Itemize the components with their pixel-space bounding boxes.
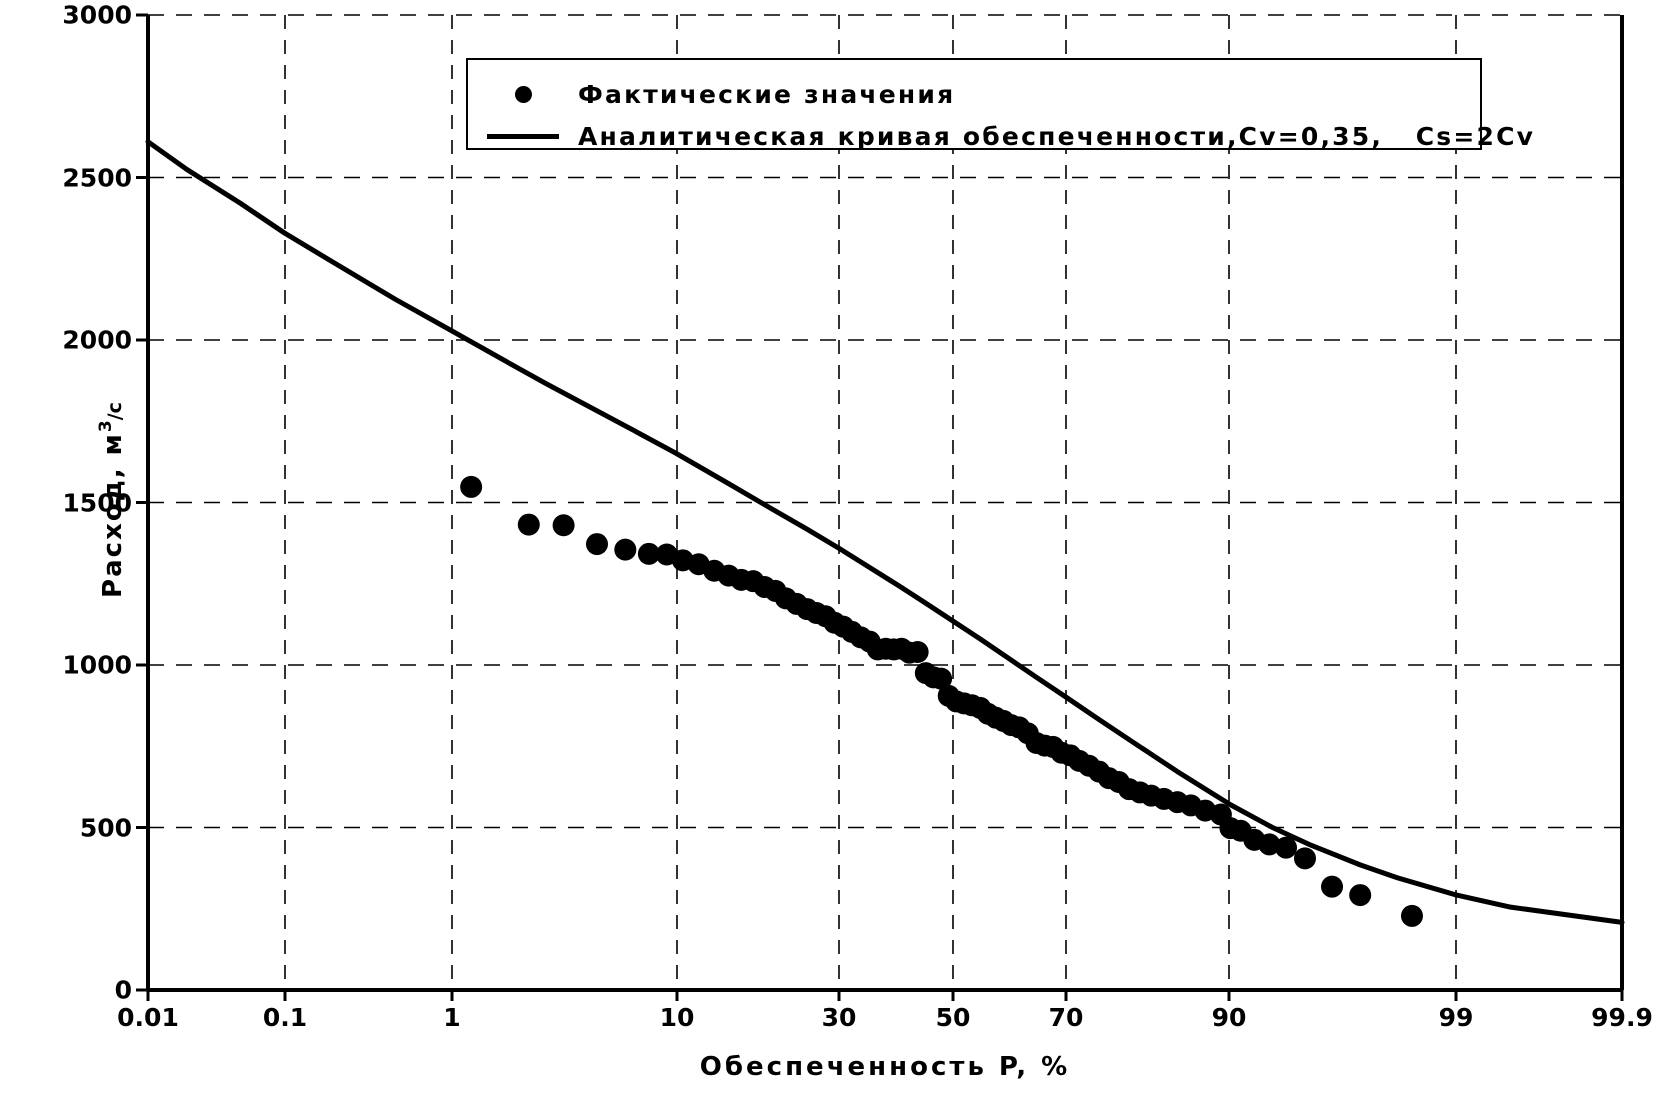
legend-label-analytical: Аналитическая кривая обеспеченности,Cv=0… <box>578 121 1536 151</box>
x-tick-90: 90 <box>1211 1003 1247 1032</box>
y-axis-title-exponent: 3 <box>96 420 117 433</box>
analytical-curve <box>145 139 1625 925</box>
legend-entry-observed: Фактические значения <box>468 74 1480 114</box>
x-tick-1: 1 <box>443 1003 461 1032</box>
y-tick-0: 0 <box>114 975 132 1005</box>
y-tick-2500: 2500 <box>62 163 132 192</box>
legend-label-observed: Фактические значения <box>578 79 956 109</box>
y-axis-title-prefix: Расход, м <box>97 432 128 598</box>
x-tick-30: 30 <box>821 1003 857 1032</box>
x-tick-10: 10 <box>659 1003 695 1032</box>
x-tick-50: 50 <box>935 1003 971 1032</box>
y-axis-title-suffix: /с <box>103 402 126 421</box>
legend-entry-analytical: Аналитическая кривая обеспеченности,Cv=0… <box>468 116 1533 156</box>
y-tick-3000: 3000 <box>62 0 132 30</box>
y-tick-500: 500 <box>79 813 132 842</box>
x-tick-0.01: 0.01 <box>117 1003 179 1032</box>
legend-line-icon <box>468 133 578 139</box>
x-tick-0.1: 0.1 <box>262 1003 308 1032</box>
observed-points <box>460 475 1423 927</box>
y-tick-1000: 1000 <box>62 650 132 680</box>
y-axis-title: Расход, м3/с <box>96 402 128 598</box>
chart-legend: Фактические значения Аналитическая крива… <box>466 58 1533 151</box>
y-tick-1500: 1500 <box>62 488 132 517</box>
x-axis-title: Обеспеченность P, % <box>699 1052 1071 1082</box>
legend-dot-icon <box>468 85 578 103</box>
x-tick-70: 70 <box>1048 1003 1084 1032</box>
axis-ticks <box>136 13 1624 1001</box>
y-tick-2000: 2000 <box>62 325 132 355</box>
x-tick-99: 99 <box>1438 1003 1474 1032</box>
grid-lines <box>148 14 1622 990</box>
x-tick-99.9: 99.9 <box>1591 1003 1653 1032</box>
